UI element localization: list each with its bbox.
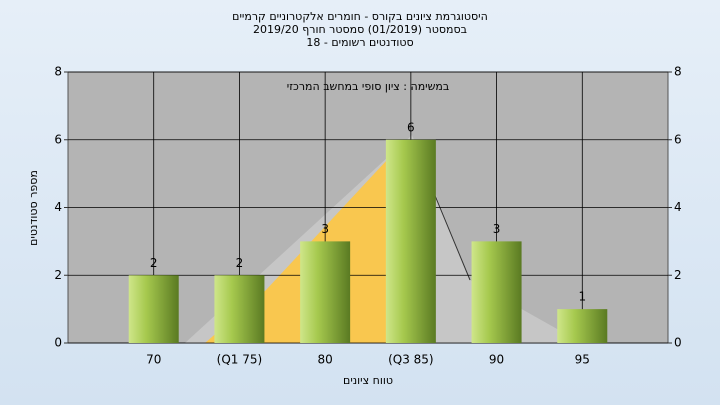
bar	[300, 241, 351, 343]
bar	[128, 275, 179, 343]
x-tick-label: 70	[146, 353, 161, 367]
x-tick-label: (Q1 75)	[217, 353, 263, 367]
y-tick-label: 4	[54, 200, 62, 214]
bar	[471, 241, 522, 343]
data-label: 3	[493, 222, 501, 236]
annotation: במשימה : ציון סופי במחשב המרכזי	[287, 80, 450, 93]
bar	[214, 275, 265, 343]
y-tick-label: 2	[54, 268, 62, 282]
bar	[557, 309, 608, 343]
chart-subtitle: סטודנטים רשומים - 18	[306, 36, 413, 49]
y2-tick-label: 2	[674, 268, 682, 282]
y-axis-label: מספר סטודנטים	[27, 170, 40, 246]
y-tick-label: 6	[54, 132, 62, 146]
data-label: 3	[321, 222, 329, 236]
chart-subtitle: בסמסטר (01/2019) סמסטר חורף 2019/20	[253, 23, 467, 36]
y2-tick-label: 8	[674, 65, 682, 79]
x-axis-label: טווח ציונים	[343, 374, 393, 387]
x-tick-label: 95	[575, 353, 590, 367]
y2-tick-label: 4	[674, 200, 682, 214]
chart-title: היסטוגרמת ציונים בקורס - חומרים אלקטרוני…	[232, 10, 488, 23]
x-tick-label: 80	[318, 353, 333, 367]
y2-tick-label: 6	[674, 132, 682, 146]
data-label: 1	[578, 290, 586, 304]
bar	[385, 139, 436, 343]
data-label: 2	[150, 256, 158, 270]
y-tick-label: 8	[54, 65, 62, 79]
y-tick-label: 0	[54, 336, 62, 350]
x-tick-label: (Q3 85)	[388, 353, 434, 367]
data-label: 6	[407, 120, 415, 134]
y2-tick-label: 0	[674, 336, 682, 350]
data-label: 2	[236, 256, 244, 270]
x-tick-label: 90	[489, 353, 504, 367]
